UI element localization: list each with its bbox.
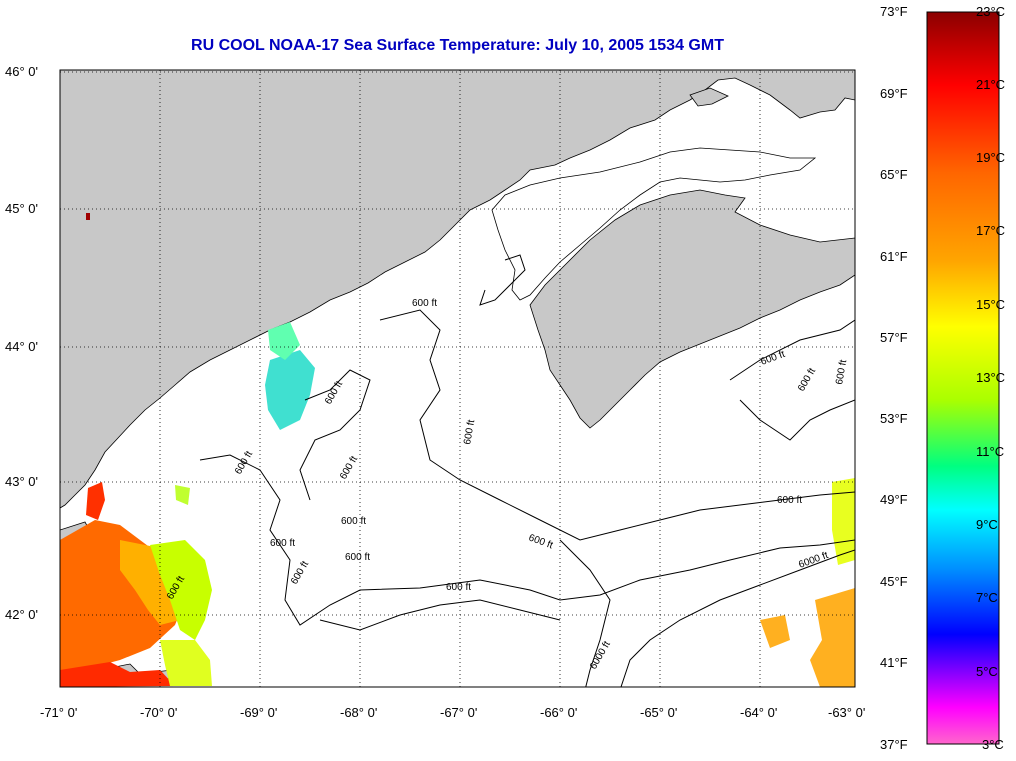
lon-axis: -71° 0' -70° 0' -69° 0' -68° 0' -67° 0' … [40,705,865,720]
map-title: RU COOL NOAA-17 Sea Surface Temperature:… [191,37,724,54]
lat-tick-label: 46° 0' [5,64,38,79]
celsius-label: 21°C [976,77,1005,92]
colorbar: 73°F 69°F 65°F 61°F 57°F 53°F 49°F 45°F … [880,4,1005,752]
lon-tick-label: -64° 0' [740,705,777,720]
lon-tick-label: -68° 0' [340,705,377,720]
lon-tick-label: -63° 0' [828,705,865,720]
colorbar-c-labels: 23°C 21°C 19°C 17°C 15°C 13°C 11°C 9°C 7… [976,4,1005,752]
colorbar-f-labels: 73°F 69°F 65°F 61°F 57°F 53°F 49°F 45°F … [880,4,908,752]
land-nova-scotia [529,189,855,429]
celsius-label: 3°C [982,737,1004,752]
celsius-label: 7°C [976,590,998,605]
bay-of-fundy [491,147,817,301]
fahrenheit-label: 45°F [880,574,908,589]
lat-tick-label: 42° 0' [5,607,38,622]
lon-tick-label: -67° 0' [440,705,477,720]
contour-label: 600 ft [446,582,471,593]
contour-label: 600 ft [834,359,849,386]
fahrenheit-label: 69°F [880,86,908,101]
celsius-label: 15°C [976,297,1005,312]
fahrenheit-label: 41°F [880,655,908,670]
lon-tick-label: -66° 0' [540,705,577,720]
map-frame [59,69,856,688]
celsius-label: 13°C [976,370,1005,385]
lon-tick-label: -69° 0' [240,705,277,720]
fahrenheit-label: 65°F [880,167,908,182]
contour-label: 600 ft [462,419,477,446]
fahrenheit-label: 61°F [880,249,908,264]
lat-tick-label: 44° 0' [5,339,38,354]
fahrenheit-label: 57°F [880,330,908,345]
land-pei [689,87,729,107]
lat-axis: 46° 0' 45° 0' 44° 0' 43° 0' 42° 0' [5,64,38,622]
land-mainland-north [60,70,855,509]
contour-label: 600 ft [341,516,366,527]
celsius-label: 11°C [976,444,1004,459]
fahrenheit-label: 73°F [880,4,908,19]
lon-tick-label: -71° 0' [40,705,77,720]
map-grid [60,70,855,687]
colorbar-scale [926,11,1000,745]
contour-label: 600 ft [777,495,802,506]
celsius-label: 23°C [976,4,1005,19]
contour-label: 600 ft [412,298,437,309]
lat-tick-label: 43° 0' [5,474,38,489]
contour-label: 600 ft [270,538,295,549]
fahrenheit-label: 37°F [880,737,908,752]
lat-tick-label: 45° 0' [5,201,38,216]
celsius-label: 17°C [976,223,1005,238]
celsius-label: 9°C [976,517,998,532]
contour-label: 600 ft [345,552,370,563]
celsius-label: 5°C [976,664,998,679]
lon-tick-label: -70° 0' [140,705,177,720]
lon-tick-label: -65° 0' [640,705,677,720]
fahrenheit-label: 53°F [880,411,908,426]
fahrenheit-label: 49°F [880,492,908,507]
celsius-label: 19°C [976,150,1005,165]
